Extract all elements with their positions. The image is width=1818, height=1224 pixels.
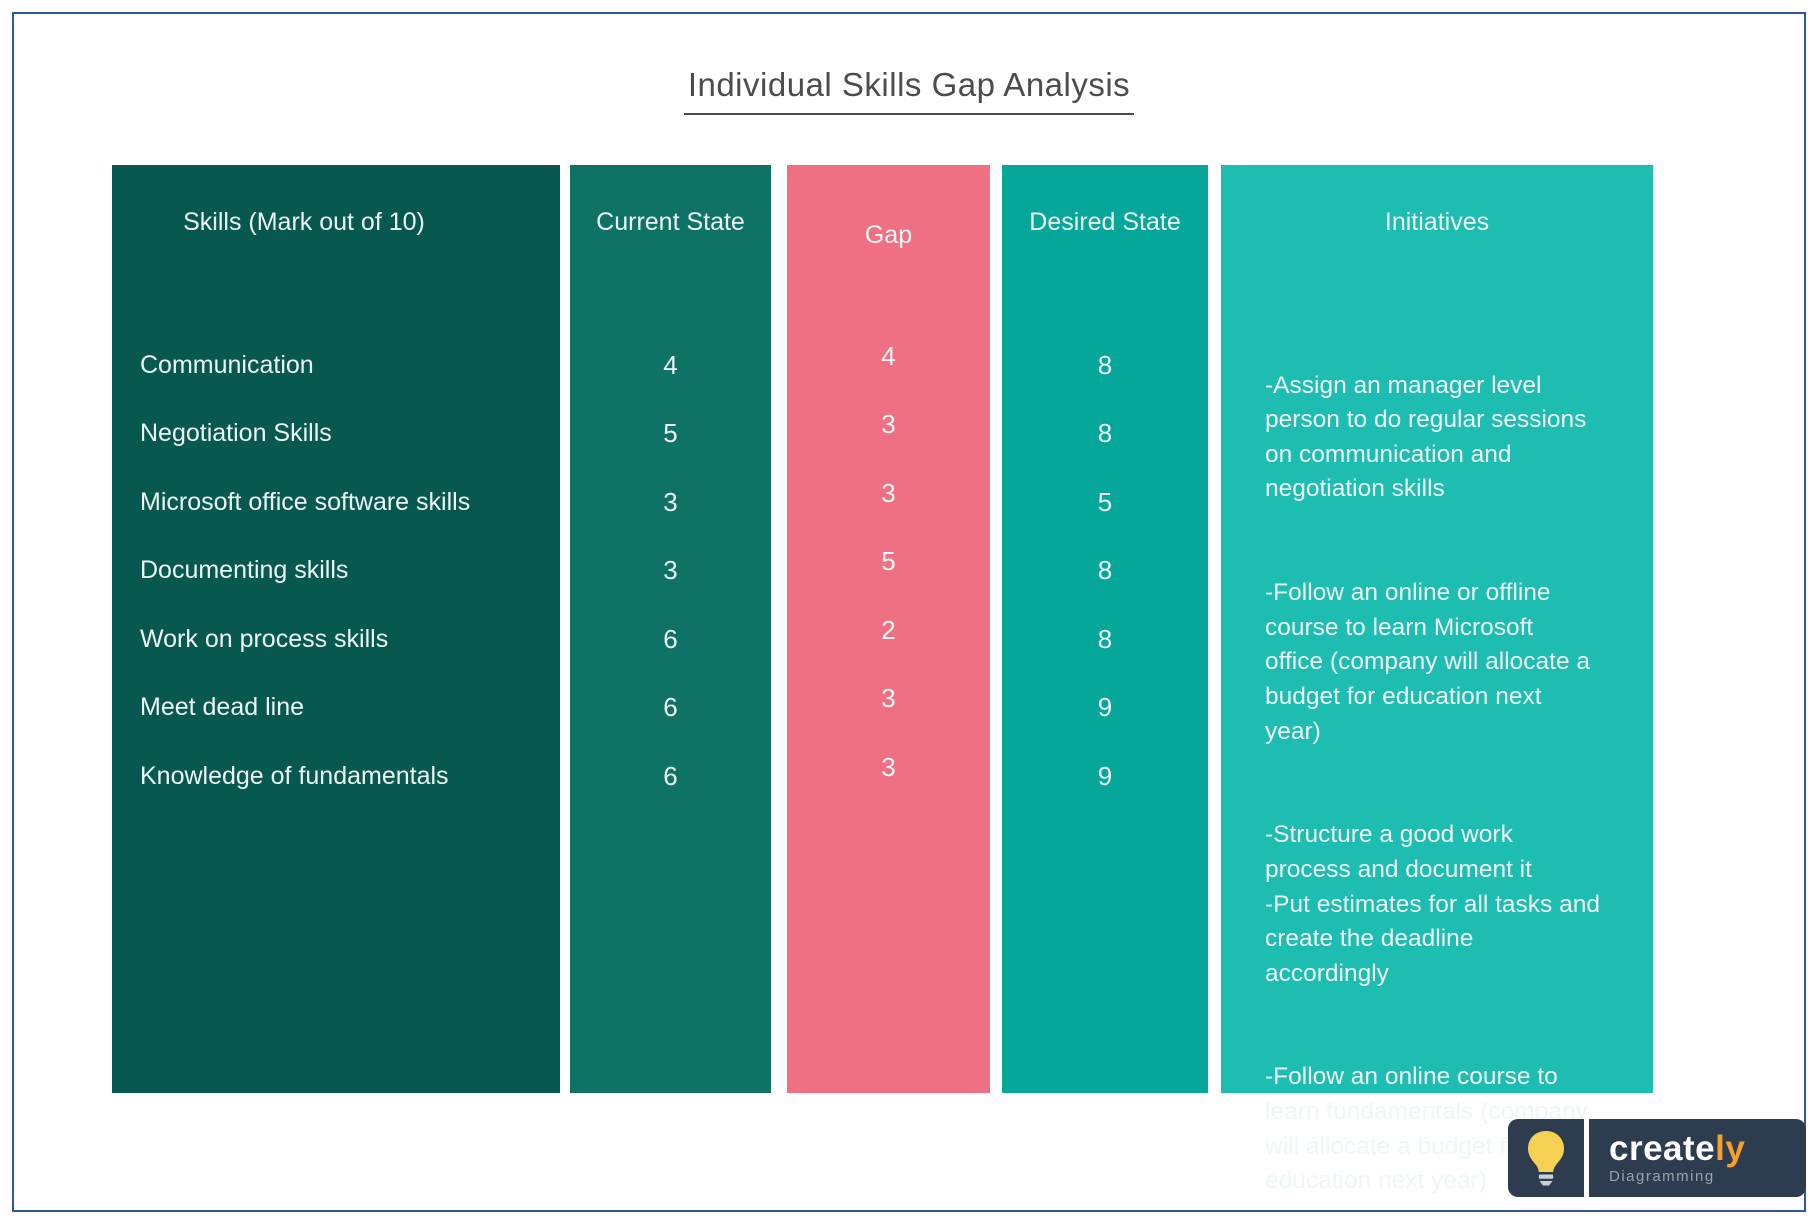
- gap-value: 5: [881, 546, 896, 577]
- desired-state-column-header: Desired State: [1029, 208, 1181, 236]
- skill-label: Communication: [140, 350, 314, 379]
- initiative-item: -Structure a good work process and docum…: [1265, 821, 1600, 987]
- gap-value: 3: [881, 409, 896, 440]
- gap-column: Gap 4 3 3 5 2 3 3: [787, 165, 990, 1093]
- gap-column-header: Gap: [864, 221, 913, 249]
- skill-label: Negotiation Skills: [140, 419, 332, 448]
- current-state-value: 6: [663, 692, 678, 723]
- desired-state-column: Desired State 8 8 5 8 8 9 9: [1002, 165, 1208, 1093]
- creately-wordmark: creately: [1609, 1128, 1806, 1168]
- skill-label: Knowledge of fundamentals: [140, 761, 449, 790]
- initiatives-text: -Assign an manager level person to do re…: [1265, 334, 1633, 1224]
- creately-wordmark-accent: ly: [1715, 1128, 1746, 1168]
- current-state-value: 5: [663, 418, 678, 449]
- desired-state-value: 8: [1097, 623, 1113, 654]
- page-title-text: Individual Skills Gap Analysis: [683, 66, 1135, 115]
- current-state-value: 6: [663, 623, 678, 654]
- lightbulb-icon: [1528, 1131, 1564, 1186]
- desired-state-value: 9: [1097, 692, 1113, 723]
- skill-label: Documenting skills: [140, 556, 349, 585]
- skill-label: Meet dead line: [140, 693, 305, 722]
- current-state-value: 6: [663, 760, 678, 791]
- initiative-item: -Follow an online or offline course to l…: [1265, 579, 1591, 745]
- skills-rows: Communication Negotiation Skills Microso…: [112, 331, 560, 811]
- gap-value: 3: [881, 751, 896, 782]
- desired-state-value: 5: [1097, 486, 1113, 517]
- current-state-column: Current State 4 5 3 3 6 6 6: [570, 165, 771, 1093]
- creately-wordmark-main: create: [1609, 1128, 1716, 1168]
- desired-state-rows: 8 8 5 8 8 9 9: [1002, 331, 1208, 811]
- current-state-rows: 4 5 3 3 6 6 6: [570, 331, 771, 811]
- initiative-item: -Assign an manager level person to do re…: [1265, 371, 1587, 503]
- desired-state-value: 9: [1097, 760, 1113, 791]
- skills-column-header: Skills (Mark out of 10): [183, 208, 425, 236]
- initiatives-column: Initiatives -Assign an manager level per…: [1221, 165, 1653, 1194]
- creately-logo-bulb-tile: [1508, 1119, 1584, 1197]
- gap-value: 3: [881, 477, 896, 508]
- initiatives-column-header: Initiatives: [1384, 208, 1490, 236]
- skills-column: Skills (Mark out of 10) Communication Ne…: [112, 165, 560, 1093]
- skill-label: Microsoft office software skills: [140, 487, 471, 516]
- gap-rows: 4 3 3 5 2 3 3: [787, 322, 990, 802]
- desired-state-value: 8: [1097, 418, 1113, 449]
- creately-tagline: Diagramming: [1609, 1167, 1715, 1185]
- creately-logo: creately Diagramming: [1508, 1119, 1806, 1197]
- current-state-column-header: Current State: [596, 208, 745, 236]
- desired-state-value: 8: [1097, 555, 1113, 586]
- gap-value: 3: [881, 683, 896, 714]
- creately-logo-text-tile: creately Diagramming: [1589, 1119, 1806, 1197]
- skill-label: Work on process skills: [140, 624, 389, 653]
- desired-state-value: 8: [1097, 349, 1113, 380]
- page-title: Individual Skills Gap Analysis: [0, 66, 1818, 115]
- current-state-value: 3: [663, 486, 678, 517]
- gap-value: 4: [881, 340, 896, 371]
- current-state-value: 4: [663, 349, 678, 380]
- current-state-value: 3: [663, 555, 678, 586]
- gap-value: 2: [881, 614, 896, 645]
